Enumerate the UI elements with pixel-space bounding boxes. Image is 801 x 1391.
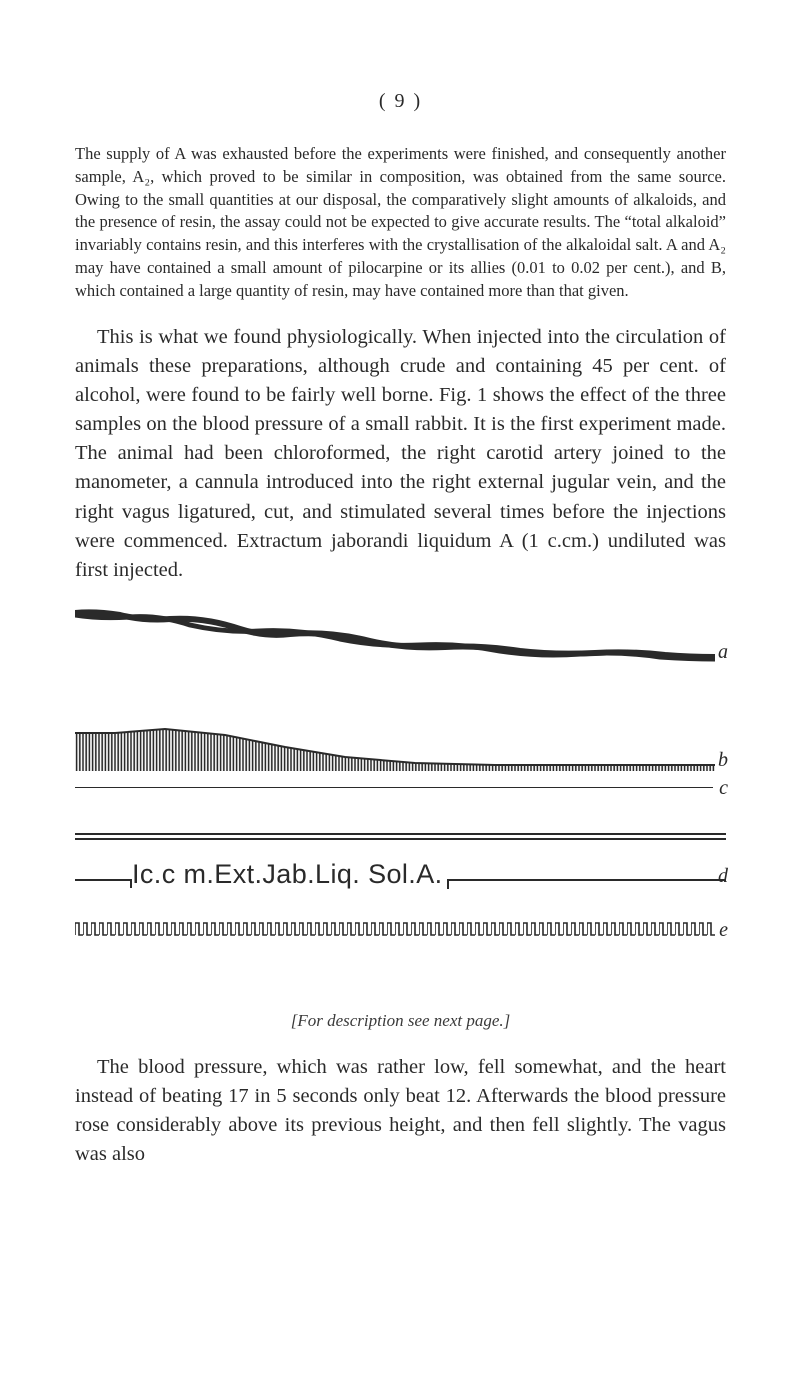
double-rule-bottom	[75, 838, 726, 840]
trace-a-label: a	[718, 641, 728, 664]
time-trace-e	[75, 921, 715, 939]
time-trace-e-label: e	[719, 919, 728, 942]
injection-marker-row: Ic.c m.Ext.Jab.Liq. Sol.A.	[75, 859, 726, 890]
figure-1: a b c Ic.c m.Ext.Jab.Liq. Sol.A. d e	[75, 607, 726, 987]
paragraph-footnote-sized: The supply of A was exhausted before the…	[75, 143, 726, 302]
trace-b-label: b	[718, 749, 728, 772]
injection-label: Ic.c m.Ext.Jab.Liq. Sol.A.	[132, 859, 443, 890]
paragraph-last: The blood pressure, which was rather low…	[75, 1053, 726, 1169]
trace-a	[75, 607, 715, 663]
rule-c	[75, 787, 713, 788]
tick-right	[449, 879, 726, 881]
rule-c-label: c	[719, 777, 728, 800]
paragraph-body: This is what we found physiologically. W…	[75, 323, 726, 585]
page-number: ( 9 )	[75, 90, 726, 113]
trace-d-label: d	[718, 865, 728, 888]
trace-b	[75, 725, 715, 773]
figure-caption: [For description see next page.]	[75, 1011, 726, 1031]
double-rule-top	[75, 833, 726, 835]
tick-left	[75, 879, 130, 881]
